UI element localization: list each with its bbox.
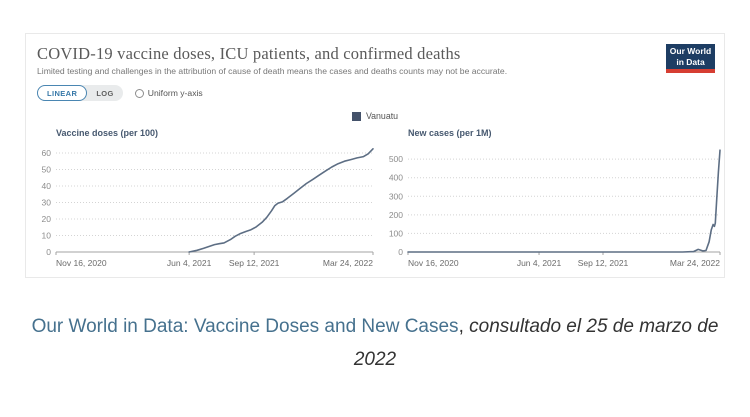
new-cases-plot[interactable]: 0 100 200 300 400 500 Nov 16, 2020 Jun 4, 2021 S… [383, 140, 723, 272]
vaccine-doses-plot[interactable]: 0 10 20 30 40 50 60 Nov 16, 2020 Jun 4, 2021 Sep … [31, 140, 376, 272]
linear-button[interactable]: LINEAR [37, 85, 88, 101]
new-cases-chart: New cases (per 1M) 0 100 200 300 400 500 Nov 1… [383, 128, 723, 272]
citation-note: consultado el 25 de marzo de 2022 [353, 316, 719, 370]
svg-text:300: 300 [389, 191, 403, 201]
svg-text:200: 200 [389, 210, 403, 220]
svg-text:0: 0 [46, 247, 51, 257]
axis-controls: LINEAR LOG Uniform y-axis [37, 85, 203, 101]
chart-subtitle: Limited testing and challenges in the at… [37, 66, 508, 76]
svg-text:Nov 16, 2020: Nov 16, 2020 [408, 258, 459, 268]
citation-caption: Our World in Data: Vaccine Doses and New… [20, 310, 730, 376]
owid-logo-line2: in Data [676, 57, 705, 67]
uniform-y-axis-control[interactable]: Uniform y-axis [134, 88, 203, 98]
legend: Vanuatu [26, 111, 724, 121]
svg-text:Mar 24, 2022: Mar 24, 2022 [670, 258, 720, 268]
svg-text:500: 500 [389, 154, 403, 164]
svg-text:60: 60 [42, 148, 52, 158]
svg-text:Jun 4, 2021: Jun 4, 2021 [517, 258, 562, 268]
legend-swatch [351, 111, 361, 121]
uniform-y-axis-label: Uniform y-axis [147, 88, 203, 98]
svg-text:Mar 24, 2022: Mar 24, 2022 [323, 258, 373, 268]
svg-text:10: 10 [42, 230, 52, 240]
owid-logo-line1: Our World [669, 46, 712, 56]
new-cases-chart-title: New cases (per 1M) [408, 128, 492, 138]
svg-text:0: 0 [398, 247, 403, 257]
svg-text:30: 30 [42, 197, 52, 207]
legend-entity-label[interactable]: Vanuatu [365, 111, 399, 121]
svg-text:40: 40 [42, 181, 52, 191]
svg-text:20: 20 [42, 214, 52, 224]
vaccine-doses-chart: Vaccine doses (per 100) 0 10 20 30 40 50 60 Nov… [31, 128, 376, 272]
owid-logo[interactable]: Our World in Data [666, 44, 715, 73]
svg-text:Jun 4, 2021: Jun 4, 2021 [167, 258, 212, 268]
svg-text:400: 400 [389, 173, 403, 183]
scale-toggle: LINEAR LOG [37, 85, 123, 101]
uniform-y-axis-checkbox[interactable] [134, 88, 144, 98]
svg-text:50: 50 [42, 164, 52, 174]
vaccine-doses-chart-title: Vaccine doses (per 100) [56, 128, 159, 138]
citation-link[interactable]: Our World in Data: Vaccine Doses and New… [31, 316, 459, 337]
svg-text:Nov 16, 2020: Nov 16, 2020 [56, 258, 107, 268]
chart-heading: COVID-19 vaccine doses, ICU patients, an… [37, 44, 461, 63]
svg-text:100: 100 [389, 228, 403, 238]
chart-card: COVID-19 vaccine doses, ICU patients, an… [25, 33, 725, 278]
svg-text:Sep 12, 2021: Sep 12, 2021 [578, 258, 629, 268]
svg-text:Sep 12, 2021: Sep 12, 2021 [229, 258, 280, 268]
log-button[interactable]: LOG [96, 88, 114, 98]
citation-separator: , [458, 316, 470, 337]
